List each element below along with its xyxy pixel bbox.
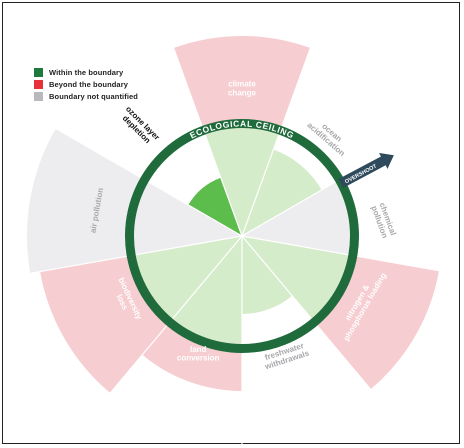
wedge-ozone-layer-depletion-0 — [188, 177, 242, 236]
wedge-land-conversion-1 — [142, 318, 242, 392]
wedge-freshwater-withdrawals-0 — [242, 236, 293, 314]
wedge-chemical-pollution-0 — [242, 182, 350, 255]
legend-label-within: Within the boundary — [49, 67, 124, 77]
wedge-climate-change-1 — [173, 35, 311, 135]
overshoot-arrow: OVERSHOOT — [338, 152, 394, 188]
wedge-biodiversity-loss-0 — [135, 236, 242, 319]
wedge-nitrogen-phosphorus-0 — [242, 236, 349, 319]
legend-swatch-beyond — [34, 79, 43, 89]
wedge-ocean-acidification-0 — [242, 149, 322, 236]
legend: Within the boundary Beyond the boundary … — [34, 66, 138, 102]
legend-swatch-within — [34, 67, 43, 77]
label-ozone-layer-depletion: ozone layerdepletion — [118, 104, 162, 148]
legend-item-within: Within the boundary — [34, 66, 138, 78]
legend-item-not-quantified: Boundary not quantified — [34, 90, 138, 102]
wedge-land-conversion-0 — [172, 236, 242, 344]
legend-item-beyond: Beyond the boundary — [34, 78, 138, 90]
label-chemical-pollution: chemicalpollution — [369, 201, 397, 239]
legend-label-not-quantified: Boundary not quantified — [49, 91, 138, 101]
label-climate-change: climate change — [228, 80, 257, 98]
legend-swatch-not-quantified — [34, 91, 43, 101]
legend-label-beyond: Beyond the boundary — [49, 79, 128, 89]
ecological-ceiling-ring — [125, 119, 359, 353]
wedge-climate-change-0 — [205, 127, 279, 236]
label-land-conversion: land conversion — [177, 345, 220, 363]
wedge-air-pollution-0 — [134, 182, 242, 255]
